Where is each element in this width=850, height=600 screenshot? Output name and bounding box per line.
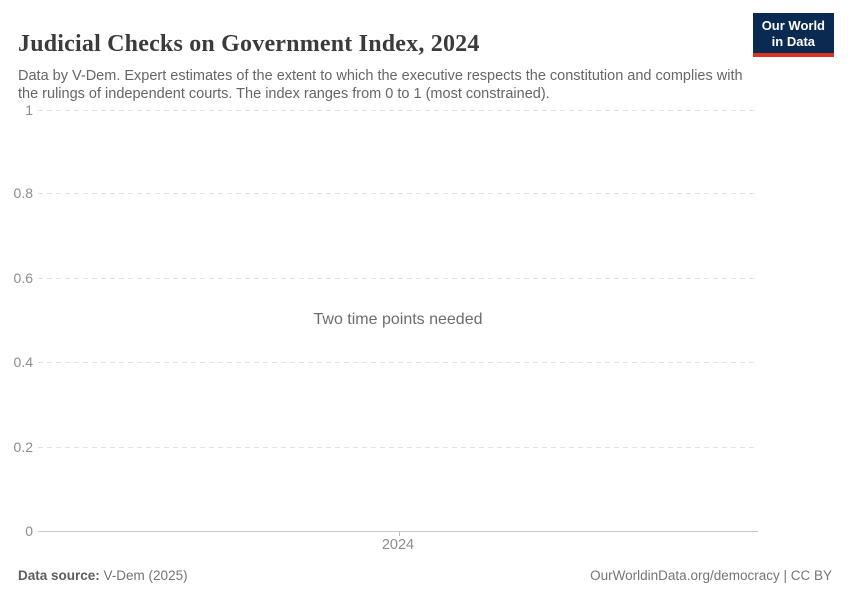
gridline: [38, 193, 758, 194]
gridline: [38, 447, 758, 448]
y-tick-label: 0: [25, 523, 33, 539]
gridline: [38, 362, 758, 363]
owid-logo-line1: Our World: [761, 18, 825, 33]
chart-subtitle: Data by V-Dem. Expert estimates of the e…: [18, 67, 743, 103]
owid-logo[interactable]: Our World in Data: [752, 13, 834, 57]
no-data-message: Two time points needed: [313, 311, 483, 328]
gridline: [38, 278, 758, 279]
y-tick-label: 0.4: [13, 354, 33, 370]
x-tick-label: 2024: [381, 537, 415, 553]
data-source-value: V-Dem (2025): [103, 568, 188, 583]
x-axis-line: [38, 531, 758, 532]
chart-footer: Data source: V-Dem (2025) OurWorldinData…: [18, 568, 832, 583]
y-tick-label: 1: [25, 102, 33, 118]
page-title: Judicial Checks on Government Index, 202…: [18, 31, 480, 58]
owid-logo-line2: in Data: [771, 33, 816, 49]
gridline: [38, 110, 758, 111]
y-tick-label: 0.8: [13, 185, 33, 201]
data-source-label: Data source:: [18, 568, 100, 583]
x-tick-mark: [399, 531, 400, 536]
credit-link[interactable]: OurWorldinData.org/democracy | CC BY: [590, 568, 832, 583]
y-tick-label: 0.6: [13, 270, 33, 286]
y-tick-label: 0.2: [13, 439, 33, 455]
data-source: Data source: V-Dem (2025): [18, 568, 188, 583]
